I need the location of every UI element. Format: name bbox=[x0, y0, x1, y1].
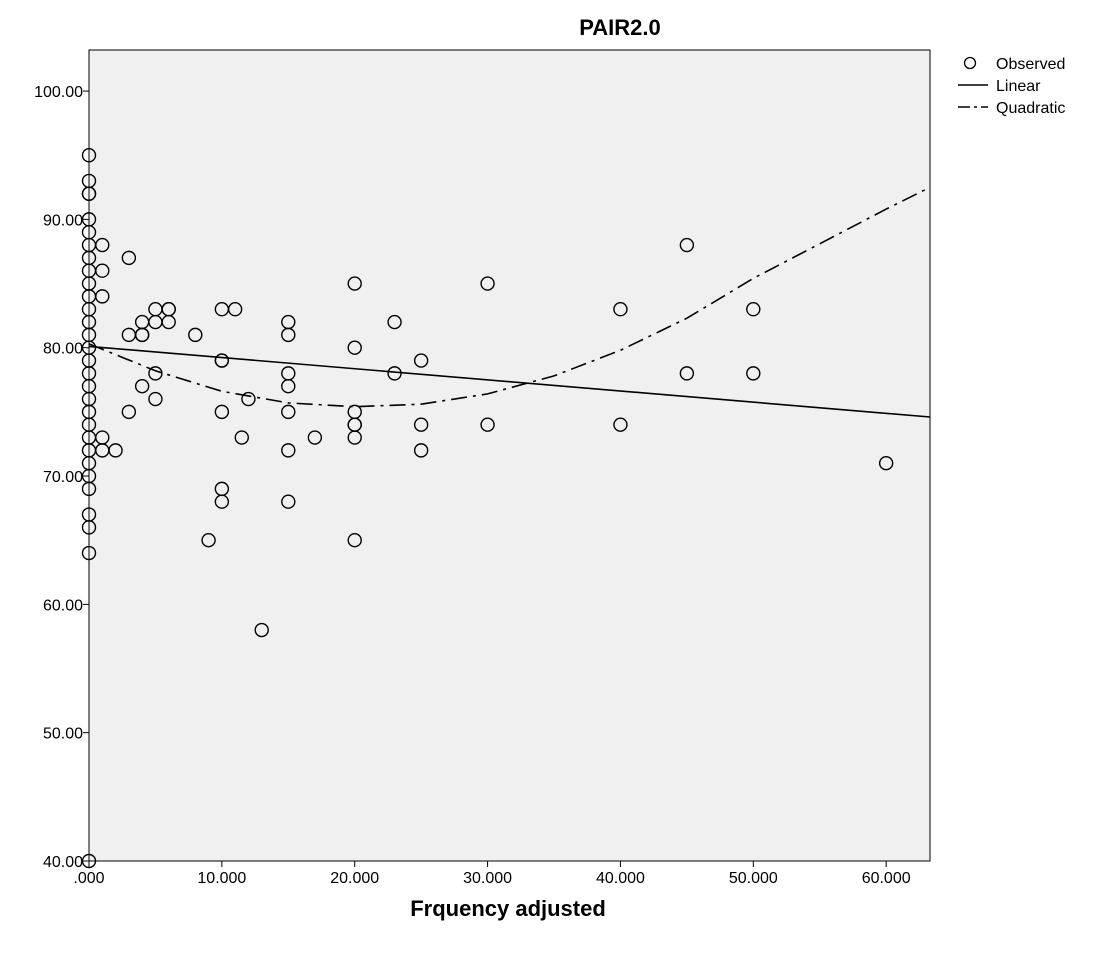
observed-point bbox=[413, 417, 429, 432]
observed-point bbox=[214, 494, 230, 509]
observed-point bbox=[214, 404, 230, 420]
legend-label-linear: Linear bbox=[996, 78, 1041, 95]
y-tick-label: 100.00 bbox=[34, 84, 83, 101]
observed-point bbox=[413, 443, 429, 458]
observed-point bbox=[81, 853, 97, 869]
observed-point bbox=[108, 443, 123, 458]
quadratic-fit-line bbox=[88, 186, 931, 408]
observed-point bbox=[679, 237, 695, 253]
observed-point bbox=[241, 391, 256, 407]
plot-background bbox=[88, 49, 931, 862]
observed-point bbox=[201, 532, 216, 548]
observed-point bbox=[95, 263, 110, 278]
observed-point bbox=[387, 314, 402, 330]
observed-point bbox=[134, 379, 150, 394]
x-tick-label: 10.000 bbox=[197, 870, 246, 887]
observed-point bbox=[227, 302, 243, 317]
observed-point bbox=[347, 430, 362, 445]
y-tick-label: 70.00 bbox=[43, 469, 83, 486]
y-tick-label: 80.00 bbox=[43, 341, 83, 358]
fit-lines bbox=[88, 186, 931, 418]
x-axis-label: Frquency adjusted bbox=[410, 896, 606, 921]
observed-point bbox=[347, 276, 362, 291]
observed-point bbox=[480, 417, 495, 432]
observed-point bbox=[121, 250, 137, 266]
legend: Observed Linear Quadratic bbox=[958, 56, 1065, 117]
observed-point bbox=[188, 327, 203, 343]
observed-point bbox=[746, 302, 761, 317]
observed-point bbox=[387, 366, 402, 381]
observed-point bbox=[347, 340, 362, 355]
legend-label-observed: Observed bbox=[996, 56, 1065, 73]
y-tick-label: 40.00 bbox=[43, 854, 83, 871]
observed-point bbox=[281, 494, 296, 509]
observed-point bbox=[121, 404, 137, 420]
observed-point bbox=[148, 366, 163, 381]
legend-marker-observed bbox=[963, 56, 977, 70]
observed-point bbox=[613, 417, 628, 432]
observed-point bbox=[134, 327, 150, 343]
linear-fit-line bbox=[88, 345, 931, 418]
y-axis: 40.00 50.00 60.00 70.00 80.00 90.00 100.00 bbox=[34, 84, 89, 871]
x-tick-label: 20.000 bbox=[330, 870, 379, 887]
observed-point bbox=[81, 545, 97, 561]
observed-point bbox=[307, 430, 323, 445]
observed-point bbox=[281, 327, 296, 343]
observed-point bbox=[347, 532, 362, 548]
observed-point bbox=[281, 404, 296, 420]
x-tick-label: 50.000 bbox=[729, 870, 778, 887]
observed-point bbox=[746, 366, 761, 381]
observed-point bbox=[81, 481, 97, 497]
observed-point bbox=[95, 289, 110, 304]
x-tick-label: 30.000 bbox=[463, 870, 512, 887]
x-tick-label: .000 bbox=[73, 870, 104, 887]
observed-points bbox=[81, 148, 894, 869]
observed-point bbox=[81, 186, 97, 201]
observed-point bbox=[148, 391, 163, 407]
observed-point bbox=[613, 302, 628, 317]
observed-point bbox=[234, 430, 249, 445]
observed-point bbox=[281, 443, 296, 458]
y-tick-label: 50.00 bbox=[43, 726, 83, 743]
observed-point bbox=[679, 366, 695, 381]
x-axis: .000 10.000 20.000 30.000 40.000 50.000 60.000 bbox=[73, 861, 911, 887]
x-tick-label: 40.000 bbox=[596, 870, 645, 887]
x-tick-label: 60.000 bbox=[862, 870, 911, 887]
observed-point bbox=[413, 353, 429, 368]
observed-point bbox=[95, 237, 110, 253]
chart-title: PAIR2.0 bbox=[579, 15, 661, 40]
observed-point bbox=[161, 314, 176, 330]
observed-point bbox=[878, 455, 894, 471]
observed-point bbox=[480, 276, 495, 291]
observed-point bbox=[81, 148, 97, 163]
y-tick-label: 90.00 bbox=[43, 212, 83, 229]
observed-point bbox=[81, 520, 97, 535]
observed-point bbox=[254, 622, 269, 638]
legend-label-quadratic: Quadratic bbox=[996, 100, 1065, 117]
y-tick-label: 60.00 bbox=[43, 597, 83, 614]
observed-point bbox=[281, 379, 296, 394]
observed-point bbox=[214, 353, 230, 368]
